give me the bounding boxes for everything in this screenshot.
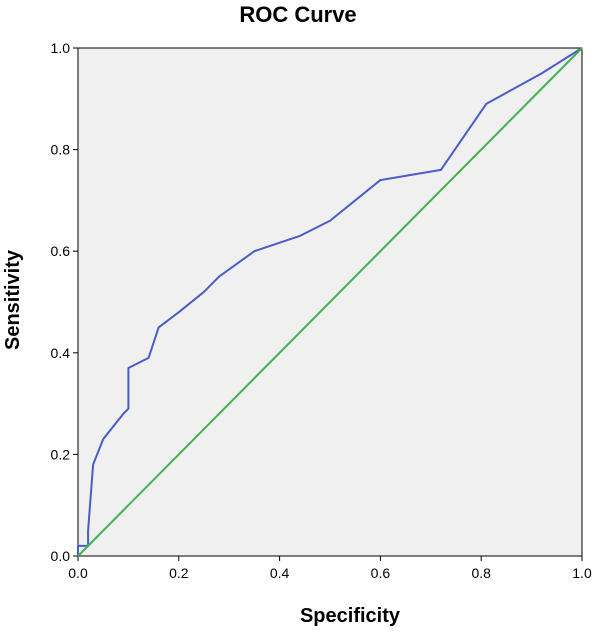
x-tick-label: 0.0 [68, 565, 88, 581]
y-tick-label: 0.0 [51, 548, 71, 564]
y-tick-label: 1.0 [51, 40, 71, 56]
y-tick-label: 0.8 [51, 142, 71, 158]
reference-diagonal-line [77, 47, 583, 557]
x-tick-label: 0.4 [270, 565, 290, 581]
y-tick-label: 0.4 [51, 345, 71, 361]
x-tick-label: 0.8 [471, 565, 491, 581]
roc-curve-line [77, 47, 583, 556]
y-tick-label: 0.6 [51, 243, 71, 259]
series-layer [77, 47, 583, 557]
chart-title: ROC Curve [239, 2, 356, 27]
x-axis-label: Specificity [300, 605, 401, 627]
axis-ticks: 0.0 0.2 0.4 0.6 0.8 1.0 0.0 0.2 0.4 0.6 0.8 1.0 [51, 40, 592, 581]
y-tick-label: 0.2 [51, 446, 71, 462]
x-tick-label: 0.6 [371, 565, 391, 581]
y-axis-label: Sensitivity [2, 249, 24, 350]
x-tick-label: 1.0 [572, 565, 592, 581]
x-tick-label: 0.2 [169, 565, 189, 581]
